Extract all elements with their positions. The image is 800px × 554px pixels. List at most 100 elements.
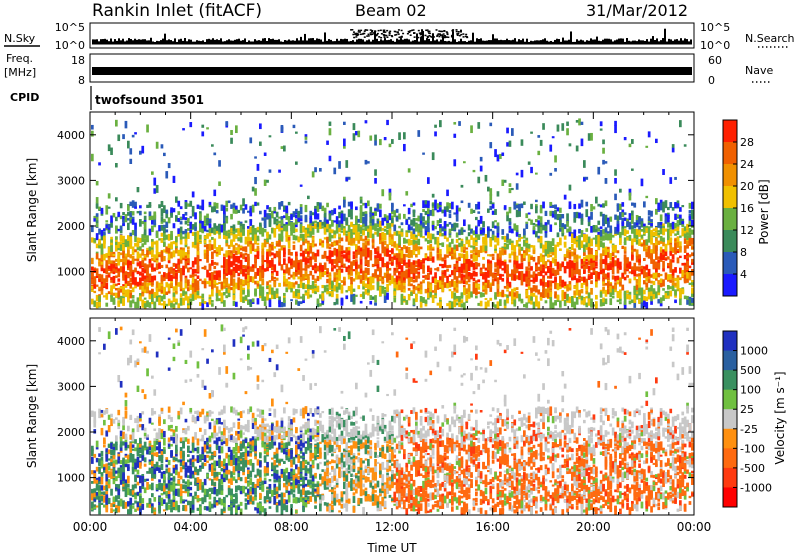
range-cell	[439, 224, 442, 228]
range-cell	[335, 279, 339, 284]
range-cell	[415, 286, 418, 291]
nsearch-dot	[436, 34, 439, 36]
range-cell	[499, 260, 502, 269]
range-cell	[559, 248, 562, 251]
range-cell	[638, 273, 641, 277]
range-cell	[225, 277, 229, 285]
range-cell	[547, 253, 550, 257]
range-cell	[561, 223, 565, 230]
range-cell	[448, 213, 452, 219]
range-cell	[561, 261, 565, 268]
nsky-bar	[514, 38, 516, 44]
range-cell	[163, 294, 166, 300]
range-cell	[244, 295, 248, 300]
range-cell	[643, 223, 646, 230]
nsky-bar	[390, 39, 392, 44]
range-cell	[194, 274, 197, 277]
range-cell	[477, 262, 481, 267]
range-cell	[141, 251, 145, 255]
range-cell	[364, 220, 368, 227]
range-cell	[412, 260, 416, 265]
range-cell	[537, 266, 541, 271]
range-cell	[436, 209, 440, 213]
range-cell	[117, 278, 121, 282]
range-cell	[424, 220, 428, 225]
range-cell	[391, 234, 394, 242]
range-cell	[127, 249, 130, 258]
range-cell	[295, 235, 298, 241]
range-cell	[333, 265, 337, 269]
range-cell	[549, 261, 553, 268]
range-cell	[321, 269, 325, 277]
range-cell	[215, 202, 219, 209]
range-cell	[249, 266, 253, 272]
range-cell	[129, 277, 133, 283]
range-cell	[256, 242, 260, 246]
range-cell	[403, 213, 406, 219]
range-cell	[141, 260, 145, 265]
range-cell	[467, 283, 471, 291]
nsky-bar	[276, 39, 278, 44]
range-cell	[100, 253, 104, 261]
range-cell	[259, 230, 262, 235]
range-cell	[170, 234, 173, 239]
nsearch-dot	[421, 30, 424, 32]
range-cell	[460, 280, 464, 284]
range-cell	[347, 252, 351, 258]
range-cell	[311, 240, 315, 248]
range-cell	[95, 180, 99, 186]
range-cell	[287, 219, 291, 226]
range-cell	[434, 131, 437, 137]
nsearch-dot	[383, 36, 386, 39]
range-cell	[604, 289, 608, 297]
range-cell	[232, 294, 236, 301]
range-cell	[511, 240, 514, 244]
range-cell	[463, 287, 466, 295]
range-cell	[184, 220, 188, 225]
range-cell	[321, 266, 325, 272]
range-cell	[506, 127, 509, 134]
range-cell	[427, 292, 430, 298]
nsky-bar	[222, 41, 224, 44]
range-cell	[611, 251, 615, 257]
nsky-bar	[96, 39, 98, 44]
range-cell	[441, 209, 445, 214]
range-cell	[328, 243, 332, 246]
range-cell	[604, 254, 608, 262]
range-cell	[112, 253, 116, 257]
range-cell	[307, 224, 310, 231]
range-cell	[170, 276, 173, 282]
range-cell	[487, 186, 490, 192]
range-cell	[146, 264, 149, 268]
range-cell	[244, 220, 248, 223]
range-cell	[635, 266, 639, 271]
range-cell	[467, 258, 471, 264]
range-cell	[451, 225, 454, 231]
range-cell	[419, 213, 423, 219]
range-cell	[163, 286, 166, 293]
nsky-bar	[176, 41, 178, 44]
range-cell	[616, 267, 620, 274]
nsky-bar	[340, 38, 342, 44]
range-cell	[307, 258, 310, 264]
range-cell	[170, 212, 173, 218]
range-cell	[623, 136, 627, 141]
range-cell	[580, 276, 584, 282]
range-cell	[472, 281, 476, 286]
range-cell	[554, 244, 557, 252]
range-cell	[328, 121, 332, 126]
range-cell	[153, 303, 157, 306]
range-cell	[129, 264, 133, 271]
range-cell	[501, 152, 505, 156]
range-cell	[232, 300, 236, 306]
range-cell	[167, 290, 171, 294]
range-cell	[477, 283, 481, 286]
range-cell	[369, 220, 373, 226]
range-cell	[597, 220, 601, 225]
range-cell	[115, 197, 118, 202]
range-cell	[501, 289, 505, 298]
range-cell	[263, 179, 267, 186]
range-cell	[266, 267, 269, 272]
range-cell	[496, 261, 500, 270]
range-cell	[251, 276, 255, 283]
